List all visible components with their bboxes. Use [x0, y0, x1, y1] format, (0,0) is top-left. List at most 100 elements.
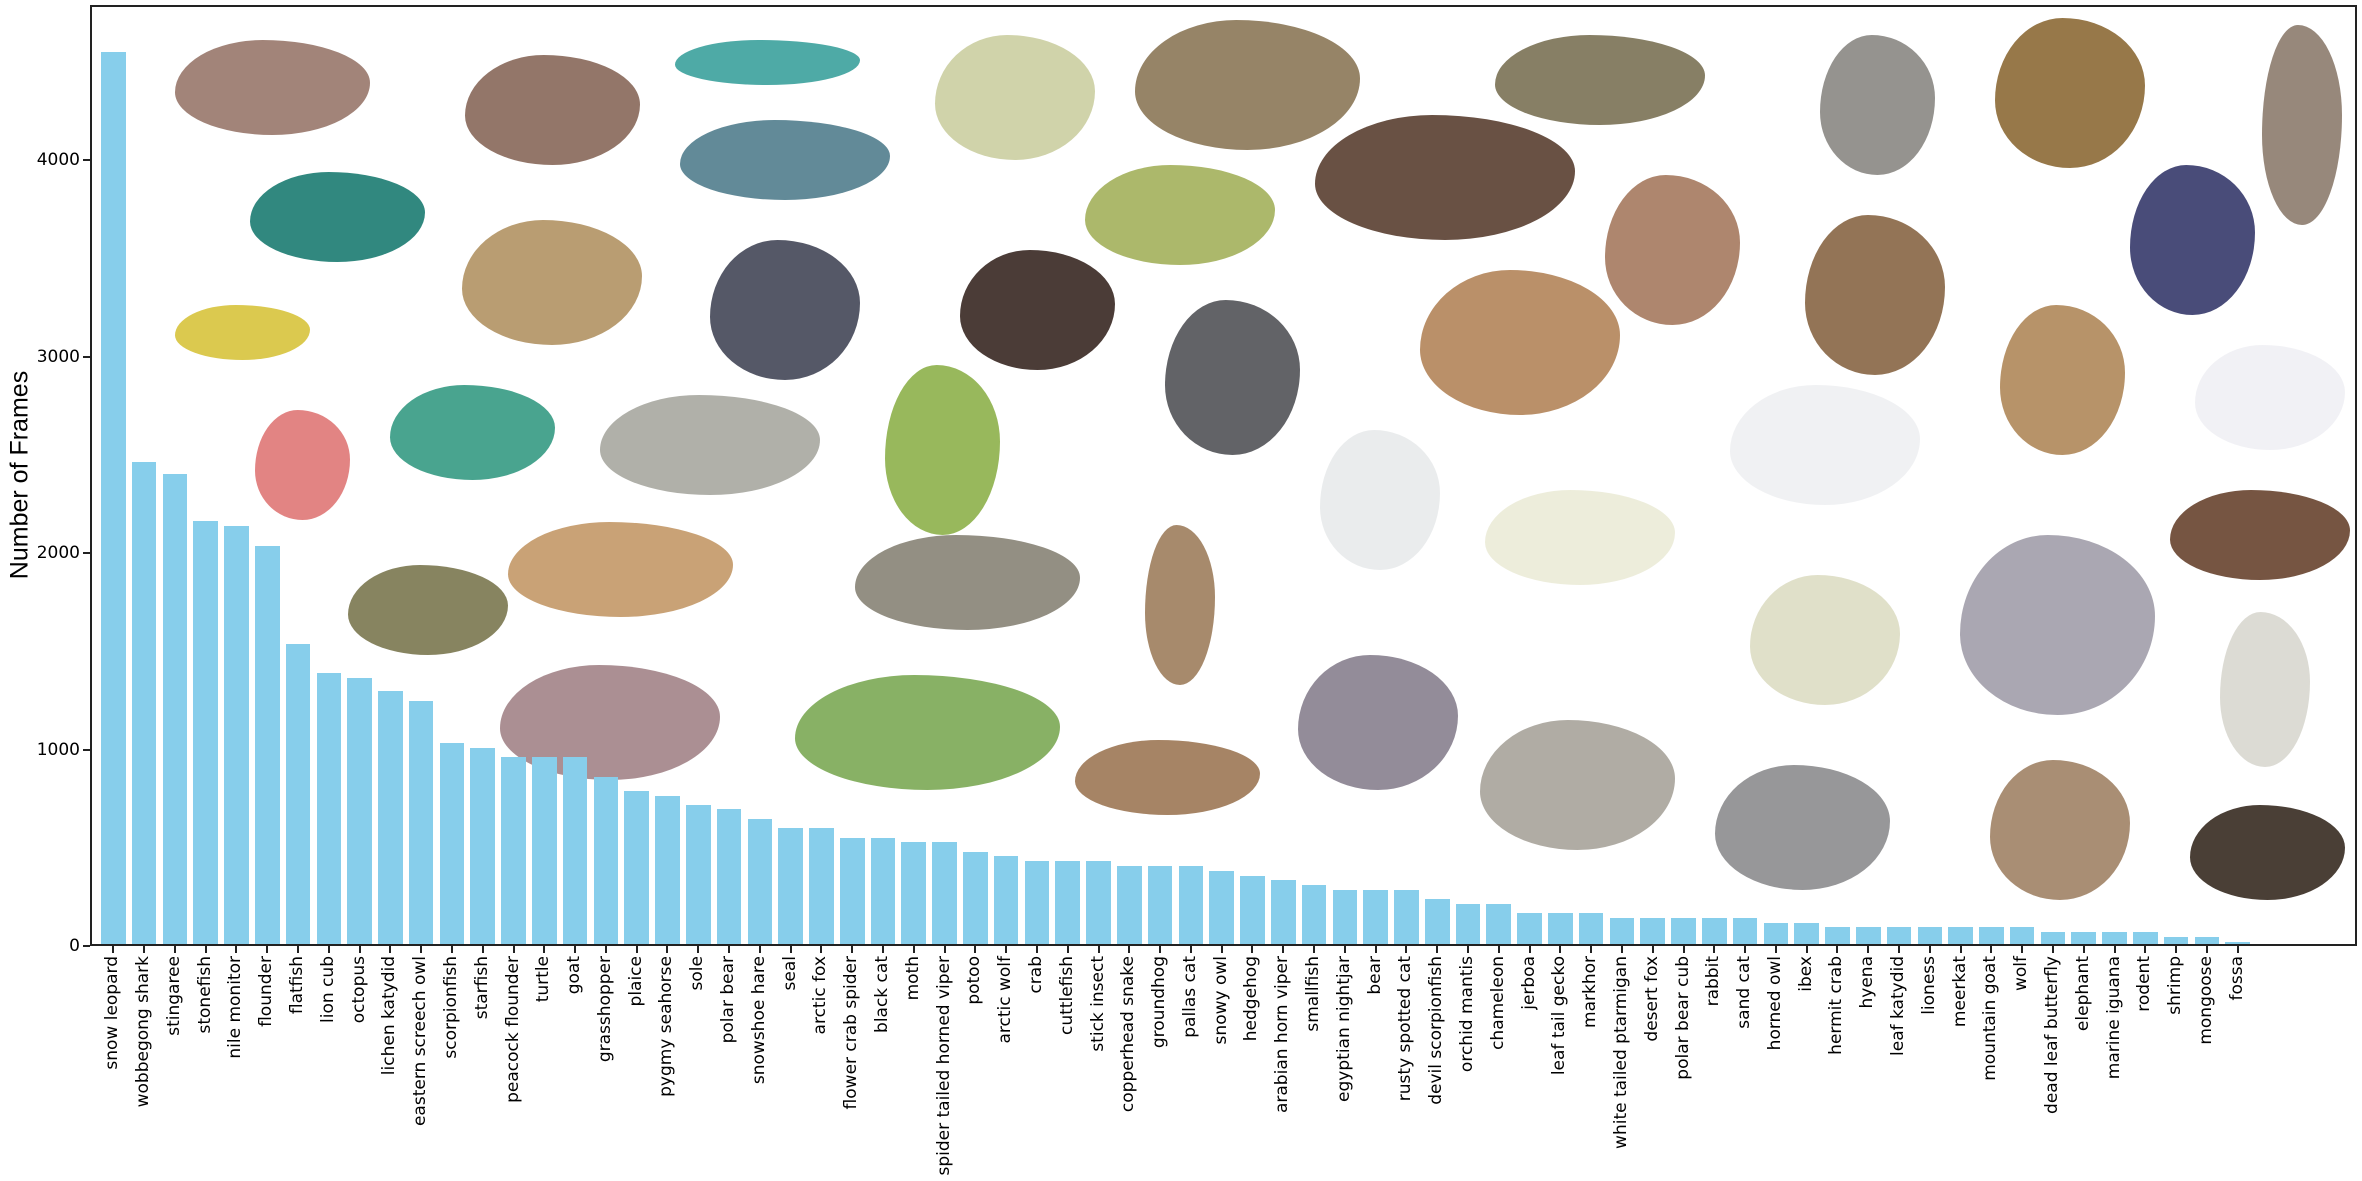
bar-markhor	[1578, 913, 1604, 946]
bar-arctic-fox	[809, 828, 834, 946]
x-tick-label: flounder	[256, 956, 277, 1027]
x-tick-mark	[1928, 946, 1931, 953]
x-tick-label: lioness	[1918, 956, 1939, 1015]
chameleon-image	[1135, 20, 1360, 150]
bar-goat	[562, 757, 588, 946]
bar-black-cat	[870, 837, 896, 946]
x-tick-mark	[1867, 946, 1870, 953]
x-tick-label: devil scorpionfish	[1426, 956, 1447, 1105]
x-tick-mark	[728, 946, 731, 953]
x-tick-mark	[1959, 946, 1962, 953]
starfish-image	[508, 522, 733, 617]
bar-wolf	[2009, 927, 2035, 946]
x-tick-mark	[1805, 946, 1808, 953]
y-tick-label: 3000	[36, 346, 80, 367]
x-tick-mark	[420, 946, 423, 953]
plot-area-frame	[90, 5, 2357, 946]
x-tick-label: potoo	[964, 956, 985, 1005]
leaf-katydid-image	[795, 675, 1060, 790]
x-tick-mark	[1559, 946, 1562, 953]
bar-hedgehog	[1240, 875, 1265, 946]
scorpionfish-image	[462, 220, 642, 345]
bar-crab	[1024, 861, 1050, 946]
bar-leaf-tail-gecko	[1548, 913, 1573, 946]
bar-octopus	[347, 677, 372, 946]
x-tick-label: scorpionfish	[440, 956, 461, 1059]
x-tick-label: moth	[902, 956, 923, 1001]
x-tick-mark	[1836, 946, 1839, 953]
fossa-image	[1315, 115, 1575, 240]
x-tick-mark	[1313, 946, 1316, 953]
bar-stingaree	[162, 474, 188, 946]
bar-bear	[1363, 889, 1388, 946]
bar-pallas-cat	[1178, 866, 1204, 946]
seal-image	[710, 240, 860, 380]
x-tick-mark	[1220, 946, 1223, 953]
y-tick-label: 4000	[36, 150, 80, 170]
x-tick-mark	[512, 946, 515, 953]
y-tick-mark	[83, 748, 90, 751]
x-tick-label: arabian horn viper	[1272, 956, 1293, 1114]
x-tick-label: meerkat	[1949, 956, 1970, 1028]
white-tailed-ptarmigan-image	[2195, 345, 2345, 450]
x-tick-mark	[574, 946, 577, 953]
x-tick-mark	[2236, 946, 2239, 953]
x-tick-mark	[1774, 946, 1777, 953]
x-tick-label: polar bear	[718, 956, 739, 1044]
y-tick-mark	[83, 355, 90, 358]
octopus-image	[175, 40, 370, 135]
bar-snow-leopard	[100, 51, 126, 946]
bar-eastern-screech-owl	[408, 700, 434, 946]
x-tick-mark	[2144, 946, 2147, 953]
x-tick-label: jerboa	[1518, 956, 1539, 1010]
x-tick-mark	[327, 946, 330, 953]
bar-rabbit	[1701, 918, 1727, 946]
polar-bear-image	[1750, 575, 1900, 705]
bar-jerboa	[1517, 913, 1542, 946]
copperhead-snake-image	[1075, 740, 1260, 815]
x-tick-mark	[1651, 946, 1654, 953]
x-tick-mark	[266, 946, 269, 953]
pallas-cat-image	[1820, 35, 1935, 175]
ibex-image	[1605, 175, 1740, 325]
x-tick-label: ibex	[1795, 956, 1816, 992]
bar-grasshopper	[593, 776, 619, 946]
x-tick-label: eastern screech owl	[410, 956, 431, 1127]
stonefish-green-image	[390, 385, 555, 480]
bar-sand-cat	[1732, 918, 1758, 946]
x-tick-label: arctic fox	[810, 956, 831, 1035]
moth-image	[855, 535, 1080, 630]
x-tick-label: egyptian nightjar	[1333, 956, 1354, 1102]
x-tick-label: elephant	[2072, 956, 2093, 1032]
x-tick-label: horned owl	[1764, 956, 1785, 1051]
bar-rusty-spotted-cat	[1394, 889, 1419, 946]
x-tick-mark	[789, 946, 792, 953]
x-tick-label: pallas cat	[1179, 956, 1200, 1038]
egyptian-nightjar-image	[2170, 490, 2350, 580]
x-tick-mark	[1528, 946, 1531, 953]
x-tick-mark	[2051, 946, 2054, 953]
x-tick-mark	[2082, 946, 2085, 953]
polar-bear-cub-image	[1320, 430, 1440, 570]
x-tick-mark	[851, 946, 854, 953]
x-tick-label: lion cub	[317, 956, 338, 1023]
bar-stonefish	[193, 521, 218, 946]
flounder-image	[250, 172, 425, 262]
y-tick-mark	[83, 159, 90, 161]
x-tick-mark	[666, 946, 669, 953]
bar-white-tailed-ptarmigan	[1609, 918, 1635, 946]
wobbegong-shark-image	[680, 120, 890, 200]
x-tick-mark	[635, 946, 638, 953]
y-tick-label: 1000	[36, 739, 80, 760]
horned-owl-image	[2190, 805, 2345, 900]
octopus-red-image	[465, 55, 640, 165]
bar-orchid-mantis	[1455, 903, 1481, 946]
x-tick-label: dead leaf butterfly	[2041, 956, 2062, 1114]
bar-moth	[901, 842, 927, 946]
x-tick-label: crab	[1025, 956, 1046, 994]
bar-groundhog	[1147, 866, 1173, 946]
bar-wobbegong-shark	[131, 462, 157, 946]
bar-devil-scorpionfish	[1424, 899, 1450, 946]
x-tick-label: snow leopard	[102, 956, 123, 1070]
x-tick-label: snowshoe hare	[748, 956, 769, 1085]
